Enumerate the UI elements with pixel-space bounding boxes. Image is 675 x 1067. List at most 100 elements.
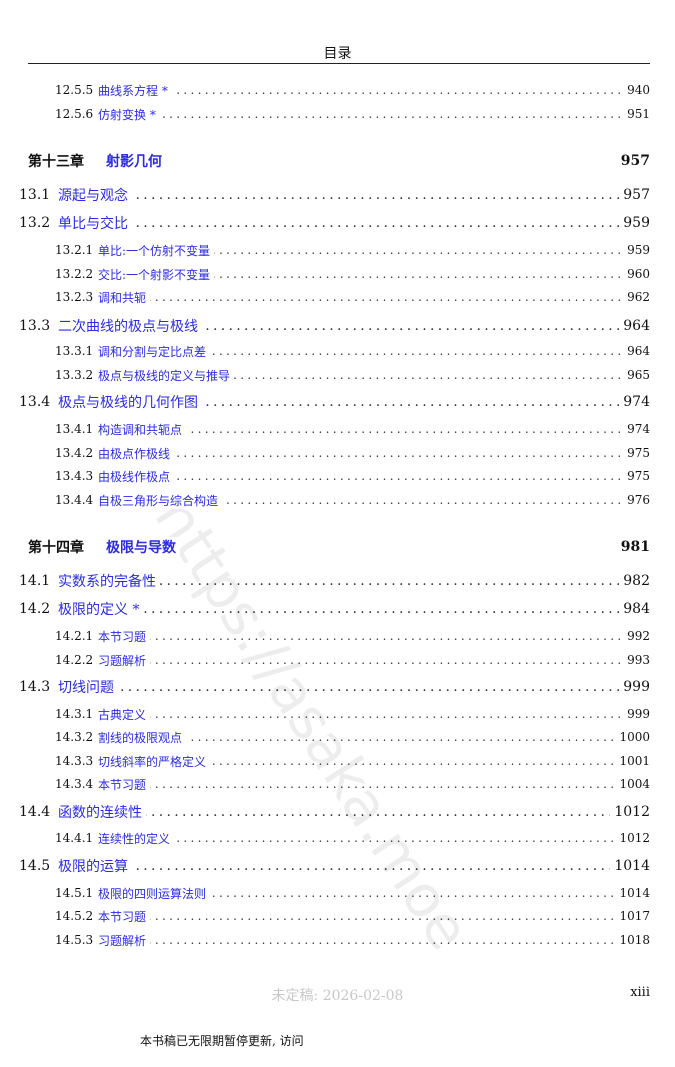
entry-number: 13.2.3: [55, 290, 94, 304]
entry-title-link[interactable]: 调和分割与定比点差: [98, 342, 211, 360]
entry-title-link[interactable]: 调和共轭: [98, 288, 151, 306]
leader-dots: ........................................…: [98, 290, 620, 304]
entry-page: 1017: [615, 909, 650, 923]
entry-title-link[interactable]: 极限的运算: [58, 856, 132, 876]
toc-entry-sub[interactable]: ........................................…: [0, 774, 650, 794]
toc-entry-sub[interactable]: ........................................…: [0, 906, 650, 926]
entry-title-link[interactable]: 本节习题: [98, 775, 151, 793]
entry-number: 12.5.6: [55, 107, 94, 121]
leader-dots: ........................................…: [98, 422, 620, 436]
toc-entry-sec[interactable]: ........................................…: [0, 856, 650, 876]
entry-title-link[interactable]: 交比:一个射影不变量: [98, 265, 215, 283]
entry-page: 959: [623, 243, 650, 257]
toc-entry-sub[interactable]: ........................................…: [0, 264, 650, 284]
running-header: 目录: [323, 46, 352, 62]
toc-entry-sub[interactable]: ........................................…: [0, 930, 650, 950]
entry-title-link[interactable]: 本节习题: [98, 627, 151, 645]
toc-entry-sub[interactable]: ........................................…: [0, 704, 650, 724]
toc-entry-chap[interactable]: 第十三章 射影几何 957: [0, 151, 650, 171]
entry-title-link[interactable]: 实数系的完备性: [58, 571, 160, 591]
entry-page: 962: [623, 290, 650, 304]
entry-number: 14.5: [19, 858, 51, 874]
entry-page: 940: [623, 83, 650, 97]
entry-title-link[interactable]: 单比:一个仿射不变量: [98, 241, 215, 259]
toc-entry-sub[interactable]: ........................................…: [0, 626, 650, 646]
toc-entry-sub[interactable]: ........................................…: [0, 650, 650, 670]
entry-title-link[interactable]: 极限与导数: [106, 537, 180, 557]
entry-number: 14.5.1: [55, 886, 94, 900]
leader-dots: ........................................…: [58, 215, 620, 231]
entry-number: 14.3.4: [55, 777, 94, 791]
toc-entry-sub[interactable]: ........................................…: [0, 490, 650, 510]
toc-entry-sub[interactable]: ........................................…: [0, 443, 650, 463]
entry-page: 992: [623, 629, 650, 643]
entry-page: 975: [623, 469, 650, 483]
toc-entry-sub[interactable]: ........................................…: [0, 104, 650, 124]
toc-entry-sub[interactable]: ........................................…: [0, 365, 650, 385]
toc-entry-sub[interactable]: ........................................…: [0, 240, 650, 260]
toc-entry-sub[interactable]: ........................................…: [0, 883, 650, 903]
entry-page: 1004: [615, 777, 650, 791]
toc-entry-sec[interactable]: ........................................…: [0, 316, 650, 336]
entry-title-link[interactable]: 古典定义: [98, 705, 151, 723]
draft-date: 未定稿: 2026-02-08: [271, 988, 404, 1004]
entry-title-link[interactable]: 函数的连续性: [58, 802, 146, 822]
entry-number: 14.3.1: [55, 707, 94, 721]
entry-title-link[interactable]: 构造调和共轭点: [98, 420, 187, 438]
entry-title-link[interactable]: 极点与极线的几何作图: [58, 392, 202, 412]
entry-number: 13.4.3: [55, 469, 94, 483]
entry-title-link[interactable]: 极限的四则运算法则: [98, 884, 211, 902]
entry-page: 993: [623, 653, 650, 667]
toc-entry-sub[interactable]: ........................................…: [0, 341, 650, 361]
entry-title-link[interactable]: 连续性的定义: [98, 829, 175, 847]
entry-number: 14.5.2: [55, 909, 94, 923]
toc-entry-sec[interactable]: ........................................…: [0, 571, 650, 591]
toc-entry-sub[interactable]: ........................................…: [0, 828, 650, 848]
entry-title-link[interactable]: 切线问题: [58, 677, 118, 697]
entry-title-link[interactable]: 本节习题: [98, 907, 151, 925]
leader-dots: ........................................…: [98, 831, 620, 845]
leader-dots: ........................................…: [98, 493, 620, 507]
notice-text: 本书稿已无限期暂停更新, 访问: [140, 1034, 304, 1048]
toc-entry-sub[interactable]: ........................................…: [0, 287, 650, 307]
toc-entry-chap[interactable]: 第十四章 极限与导数 981: [0, 537, 650, 557]
entry-number: 14.3: [19, 679, 51, 695]
toc-entry-sec[interactable]: ........................................…: [0, 802, 650, 822]
entry-title-link[interactable]: 曲线系方程 *: [98, 81, 172, 99]
entry-number: 13.4.2: [55, 446, 94, 460]
entry-title-link[interactable]: 极限的定义 *: [58, 599, 144, 619]
toc-entry-sub[interactable]: ........................................…: [0, 80, 650, 100]
toc-entry-sec[interactable]: ........................................…: [0, 392, 650, 412]
entry-title-link[interactable]: 单比与交比: [58, 213, 132, 233]
leader-dots: ........................................…: [98, 886, 620, 900]
entry-number: 13.2: [19, 215, 51, 231]
entry-number: 13.2.2: [55, 267, 94, 281]
entry-title-link[interactable]: 习题解析: [98, 651, 151, 669]
entry-title-link[interactable]: 射影几何: [106, 151, 166, 171]
entry-number: 13.3.1: [55, 344, 94, 358]
entry-number: 13.2.1: [55, 243, 94, 257]
entry-title-link[interactable]: 切线斜率的严格定义: [98, 752, 211, 770]
entry-title-link[interactable]: 极点与极线的定义与推导: [98, 366, 235, 384]
entry-page: 1014: [615, 886, 650, 900]
entry-title-link[interactable]: 二次曲线的极点与极线: [58, 316, 202, 336]
entry-title-link[interactable]: 自极三角形与综合构造: [98, 491, 223, 509]
entry-title-link[interactable]: 割线的极限观点: [98, 728, 187, 746]
toc-entry-sec[interactable]: ........................................…: [0, 213, 650, 233]
entry-title-link[interactable]: 习题解析: [98, 931, 151, 949]
entry-number: 14.2.2: [55, 653, 94, 667]
toc-entry-sub[interactable]: ........................................…: [0, 466, 650, 486]
entry-page: 975: [623, 446, 650, 460]
entry-number: 14.3.3: [55, 754, 94, 768]
entry-title-link[interactable]: 仿射变换 *: [98, 105, 160, 123]
toc-entry-sub[interactable]: ........................................…: [0, 419, 650, 439]
toc-entry-sub[interactable]: ........................................…: [0, 751, 650, 771]
toc-entry-sec[interactable]: ........................................…: [0, 599, 650, 619]
toc-entry-sec[interactable]: ........................................…: [0, 185, 650, 205]
entry-title-link[interactable]: 由极点作极线: [98, 444, 175, 462]
entry-title-link[interactable]: 源起与观念: [58, 185, 132, 205]
entry-title-link[interactable]: 由极线作极点: [98, 467, 175, 485]
toc-entry-sub[interactable]: ........................................…: [0, 727, 650, 747]
toc-entry-sec[interactable]: ........................................…: [0, 677, 650, 697]
